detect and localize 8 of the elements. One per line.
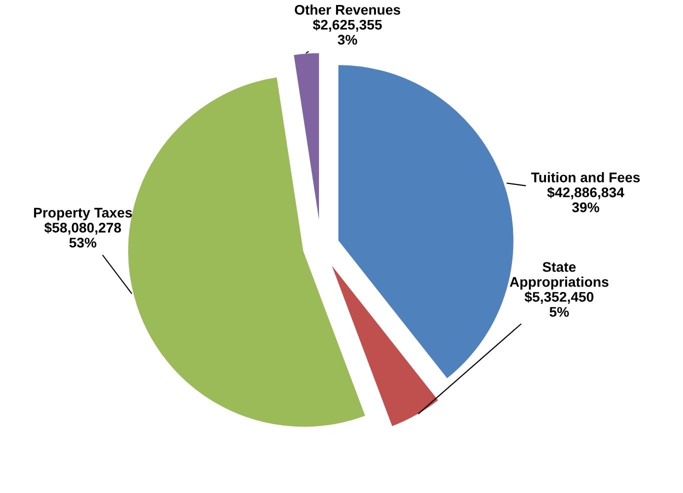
slice-label: Other Revenues xyxy=(294,4,400,15)
data-label: $58,080,278 53% xyxy=(44,222,122,248)
data-label: $42,886,834 39% xyxy=(547,186,624,212)
slice-label: State Appropriations xyxy=(510,262,608,290)
slice-label: Property Taxes xyxy=(34,208,132,220)
data-label: $2,625,355 3% xyxy=(312,19,382,45)
data-label: $5,352,450 5% xyxy=(524,291,594,317)
slice-label: Tuition and Fees xyxy=(531,172,640,182)
